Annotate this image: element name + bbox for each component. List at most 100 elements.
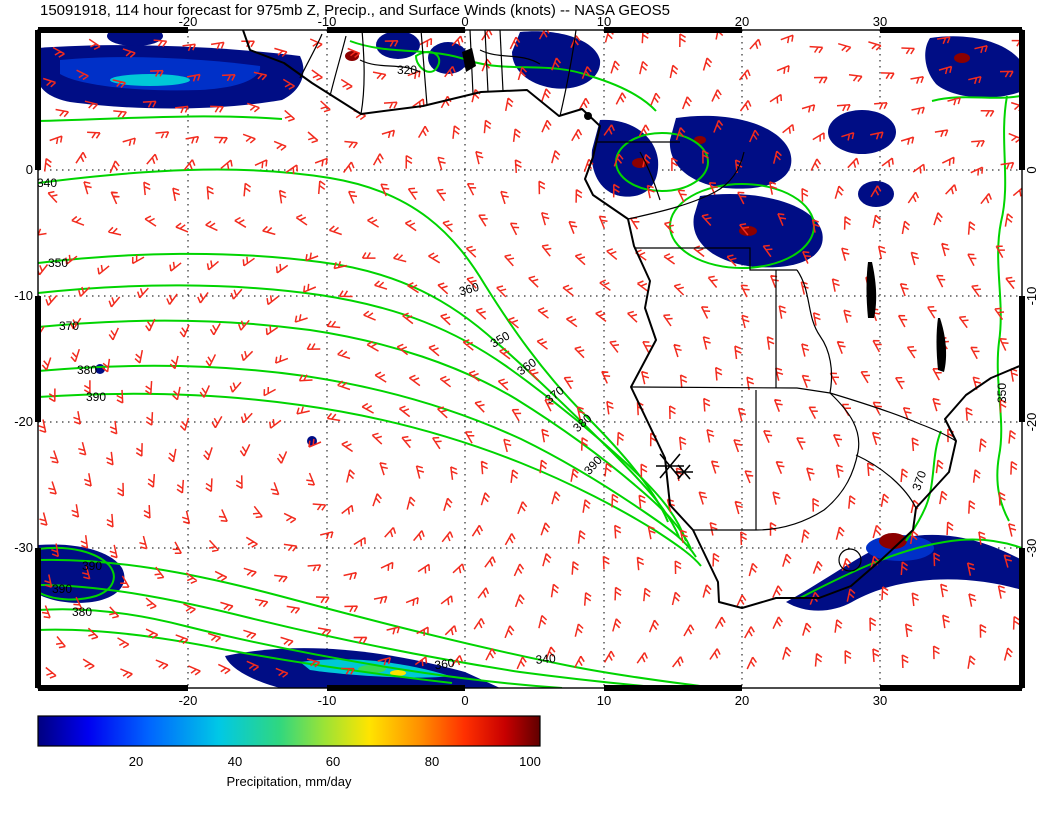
lake bbox=[462, 48, 476, 72]
colorbar-tick-label: 100 bbox=[519, 754, 541, 769]
contour-label: 340 bbox=[37, 176, 57, 190]
x-tick-label: 10 bbox=[597, 14, 611, 29]
frame-degree-bands bbox=[35, 27, 1025, 691]
contour-label: 350 bbox=[488, 328, 513, 350]
contour-label: 390 bbox=[86, 390, 106, 404]
border-line bbox=[420, 30, 428, 106]
wind-barbs bbox=[38, 30, 1022, 679]
x-tick-label: 0 bbox=[461, 14, 468, 29]
border-line bbox=[634, 247, 797, 271]
asterisk-marker bbox=[675, 464, 693, 480]
storm-marker bbox=[656, 453, 693, 480]
contour-label: 370 bbox=[59, 319, 79, 333]
border-line bbox=[479, 49, 541, 65]
x-axis-top: -20 -10 0 10 20 30 bbox=[179, 14, 888, 29]
border-line bbox=[360, 30, 365, 115]
contour-label: 390 bbox=[82, 559, 102, 573]
contour-line bbox=[38, 252, 680, 538]
contour-line bbox=[931, 95, 1021, 102]
x-tick-label: -10 bbox=[318, 693, 337, 708]
precip-blob bbox=[107, 30, 163, 46]
contour-line bbox=[38, 628, 453, 684]
colorbar-tick-label: 40 bbox=[228, 754, 242, 769]
precip-blob bbox=[669, 115, 792, 189]
x-tick-label: 20 bbox=[735, 693, 749, 708]
x-tick-label: -20 bbox=[179, 14, 198, 29]
contour-label: 340 bbox=[535, 651, 556, 667]
border-line bbox=[829, 392, 957, 442]
x-axis-bottom: -20 -10 0 10 20 30 bbox=[179, 693, 888, 708]
y-axis-left: 0 -10 -20 -30 bbox=[14, 162, 33, 555]
map-plot: 340 350 370 380 390 360 350 360 370 380 … bbox=[14, 14, 1039, 708]
precip-blob bbox=[858, 181, 894, 207]
height-contours bbox=[38, 40, 1022, 688]
border-line bbox=[559, 30, 577, 117]
precip-blob bbox=[925, 36, 1020, 98]
island bbox=[584, 112, 592, 120]
precip-bright-patch bbox=[358, 665, 386, 673]
coastline-borders bbox=[242, 30, 1022, 609]
border-line bbox=[838, 548, 862, 572]
y-tick-label: -20 bbox=[1024, 413, 1039, 432]
contour-label: 370 bbox=[909, 469, 929, 493]
x-tick-label: -10 bbox=[318, 14, 337, 29]
contour-line bbox=[349, 40, 657, 112]
y-tick-label: 0 bbox=[1024, 166, 1039, 173]
contour-label: 380 bbox=[72, 605, 92, 619]
contour-label: 360 bbox=[457, 280, 480, 299]
colorbar-ticks: 20 40 60 80 100 bbox=[129, 754, 541, 769]
precip-core bbox=[345, 51, 359, 61]
border-line bbox=[639, 151, 661, 201]
x-tick-label: 10 bbox=[597, 693, 611, 708]
x-tick-label: 0 bbox=[461, 693, 468, 708]
precip-bright-patch bbox=[60, 57, 261, 91]
country-borders bbox=[299, 30, 957, 572]
precip-core bbox=[954, 53, 970, 63]
contour-line bbox=[38, 115, 283, 122]
precip-bright-patch bbox=[110, 74, 190, 86]
border-line bbox=[484, 30, 489, 93]
contour-line bbox=[38, 364, 697, 558]
border-line bbox=[755, 392, 860, 531]
lake bbox=[866, 262, 877, 318]
contour-line bbox=[38, 584, 656, 688]
x-tick-label: 20 bbox=[735, 14, 749, 29]
precip-blob bbox=[786, 534, 1022, 611]
border-line bbox=[855, 454, 917, 509]
contour-line bbox=[38, 168, 669, 523]
contour-label: 320 bbox=[397, 63, 417, 77]
contour-line bbox=[799, 538, 1022, 599]
contour-line bbox=[38, 558, 701, 687]
x-tick-label: 30 bbox=[873, 14, 887, 29]
page-title: 15091918, 114 hour forecast for 975mb Z,… bbox=[40, 2, 670, 19]
contour-line bbox=[996, 95, 1010, 522]
x-tick-label: 30 bbox=[873, 693, 887, 708]
precip-blob bbox=[376, 31, 420, 59]
contour-line bbox=[414, 50, 441, 73]
y-tick-label: -10 bbox=[1024, 287, 1039, 306]
contour-label: 360 bbox=[434, 656, 456, 673]
contour-label: 380 bbox=[77, 363, 97, 377]
wind-barb-glyphs bbox=[38, 30, 1022, 679]
contour-line bbox=[38, 284, 687, 542]
colorbar-tick-label: 20 bbox=[129, 754, 143, 769]
contour-label: 350 bbox=[48, 256, 68, 270]
precip-blob bbox=[591, 119, 659, 197]
contour-line bbox=[38, 546, 115, 601]
coastline bbox=[242, 30, 1022, 609]
y-tick-label: -20 bbox=[14, 414, 33, 429]
lakes bbox=[462, 48, 947, 372]
precip-blob bbox=[828, 110, 896, 154]
x-tick-label: -20 bbox=[179, 693, 198, 708]
y-tick-label: -30 bbox=[1024, 539, 1039, 558]
border-line bbox=[499, 30, 504, 92]
y-tick-label: -10 bbox=[14, 288, 33, 303]
precip-blob bbox=[693, 194, 823, 268]
contour-line bbox=[38, 392, 702, 567]
border-line bbox=[359, 59, 421, 73]
precip-blob bbox=[38, 544, 125, 603]
border-line bbox=[630, 386, 831, 394]
border-line bbox=[299, 33, 323, 79]
